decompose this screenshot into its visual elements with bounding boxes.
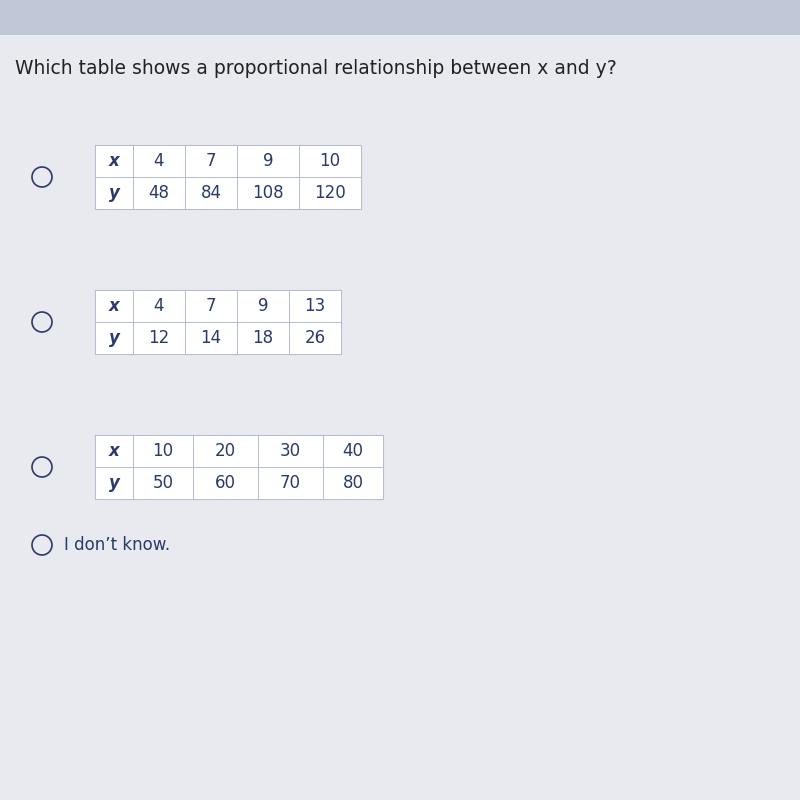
Bar xyxy=(323,435,383,467)
Bar xyxy=(133,177,185,209)
Bar xyxy=(299,145,361,177)
Text: 50: 50 xyxy=(153,474,174,492)
Bar xyxy=(237,177,299,209)
Bar xyxy=(258,467,323,499)
Text: 4: 4 xyxy=(154,152,164,170)
Circle shape xyxy=(32,535,52,555)
Bar xyxy=(193,467,258,499)
Text: 7: 7 xyxy=(206,152,216,170)
Text: 20: 20 xyxy=(215,442,236,460)
Bar xyxy=(95,435,383,499)
Text: 9: 9 xyxy=(262,152,274,170)
Circle shape xyxy=(32,312,52,332)
Bar xyxy=(289,290,341,322)
Bar xyxy=(95,435,133,467)
Text: 14: 14 xyxy=(201,329,222,347)
Circle shape xyxy=(32,167,52,187)
Bar xyxy=(133,145,185,177)
Text: 12: 12 xyxy=(148,329,170,347)
Circle shape xyxy=(32,457,52,477)
Text: 48: 48 xyxy=(149,184,170,202)
Bar xyxy=(133,290,185,322)
Text: 26: 26 xyxy=(305,329,326,347)
Text: 70: 70 xyxy=(280,474,301,492)
Text: x: x xyxy=(109,297,119,315)
Bar xyxy=(185,322,237,354)
Bar xyxy=(95,467,133,499)
Bar xyxy=(95,145,361,209)
Text: x: x xyxy=(109,442,119,460)
Text: y: y xyxy=(109,184,119,202)
Text: 108: 108 xyxy=(252,184,284,202)
FancyBboxPatch shape xyxy=(0,0,800,35)
Text: Which table shows a proportional relationship between x and y?: Which table shows a proportional relatio… xyxy=(15,58,617,78)
Bar xyxy=(237,322,289,354)
Text: 10: 10 xyxy=(319,152,341,170)
Bar xyxy=(95,290,341,354)
Bar xyxy=(237,290,289,322)
Text: 13: 13 xyxy=(304,297,326,315)
Text: 10: 10 xyxy=(153,442,174,460)
Bar xyxy=(133,435,193,467)
Bar xyxy=(185,177,237,209)
Text: y: y xyxy=(109,329,119,347)
Bar xyxy=(133,322,185,354)
Text: 18: 18 xyxy=(253,329,274,347)
Text: 120: 120 xyxy=(314,184,346,202)
Text: 84: 84 xyxy=(201,184,222,202)
Text: 9: 9 xyxy=(258,297,268,315)
Text: 30: 30 xyxy=(280,442,301,460)
Text: x: x xyxy=(109,152,119,170)
Bar xyxy=(133,467,193,499)
Text: 4: 4 xyxy=(154,297,164,315)
Bar xyxy=(185,145,237,177)
Bar xyxy=(95,322,133,354)
Bar xyxy=(185,290,237,322)
Text: 7: 7 xyxy=(206,297,216,315)
Text: I don’t know.: I don’t know. xyxy=(64,536,170,554)
Bar xyxy=(193,435,258,467)
Bar xyxy=(289,322,341,354)
Bar xyxy=(299,177,361,209)
Bar xyxy=(95,177,133,209)
Bar xyxy=(258,435,323,467)
Text: 40: 40 xyxy=(342,442,363,460)
Bar xyxy=(323,467,383,499)
Bar xyxy=(95,290,133,322)
Bar xyxy=(237,145,299,177)
Bar xyxy=(95,145,133,177)
Text: 80: 80 xyxy=(342,474,363,492)
Text: 60: 60 xyxy=(215,474,236,492)
Text: y: y xyxy=(109,474,119,492)
